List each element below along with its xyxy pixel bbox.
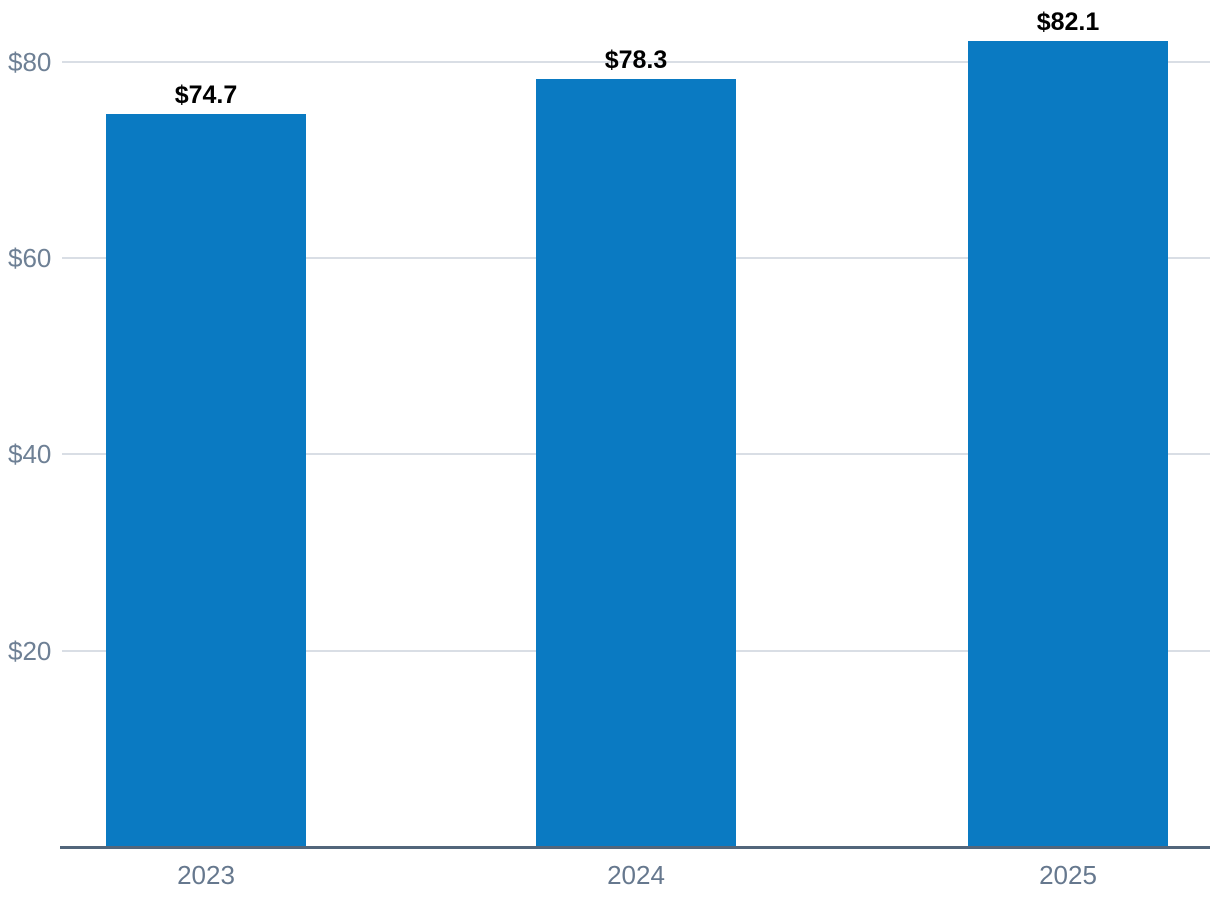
bar-value-label-2024: $78.3	[604, 45, 668, 74]
xtick-label-2025: 2025	[1039, 860, 1097, 890]
ytick-label-80: $80	[8, 46, 52, 77]
xtick-label-2023: 2023	[177, 860, 235, 890]
ytick-label-20: $20	[8, 635, 52, 666]
bar-2024[interactable]	[536, 78, 736, 847]
ytick-label-40: $40	[8, 439, 52, 470]
ytick-label-60: $60	[8, 243, 52, 274]
bar-2025[interactable]	[968, 41, 1168, 847]
xtick-label-2024: 2024	[607, 860, 665, 890]
bar-2023[interactable]	[106, 113, 306, 847]
bar-value-label-2023: $74.7	[174, 80, 238, 109]
bar-value-label-2025: $82.1	[1036, 8, 1100, 37]
x-axis-line	[60, 845, 1210, 849]
